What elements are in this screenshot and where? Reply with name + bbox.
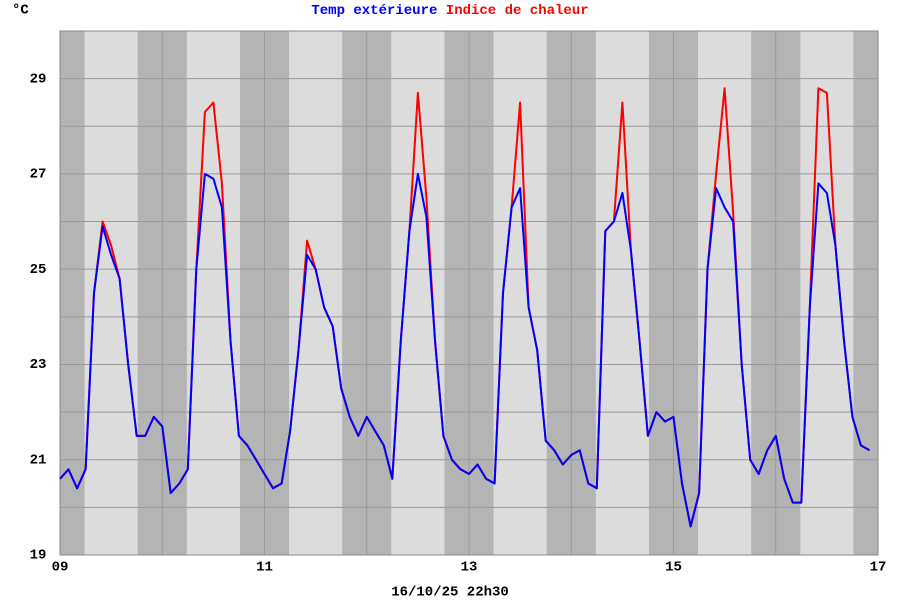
- y-tick-label: 25: [30, 262, 47, 278]
- series-line: [59, 172, 870, 528]
- footer: 16/10/25 22h30: [391, 585, 509, 600]
- y-tick-label: 23: [30, 357, 47, 373]
- y-tick-label: 29: [30, 71, 47, 87]
- x-tick-label: 11: [256, 560, 273, 576]
- y-tick-label: 27: [30, 167, 47, 183]
- x-tick-label: 13: [461, 560, 478, 576]
- x-tick-label: 09: [52, 560, 69, 576]
- y-tick-label: 19: [30, 548, 47, 564]
- x-tick-label: 17: [870, 560, 887, 576]
- y-axis-unit: °C: [12, 3, 29, 19]
- night-band: [60, 31, 85, 555]
- legend: Temp extérieure Indice de chaleur: [311, 3, 588, 19]
- y-tick-label: 21: [30, 452, 47, 468]
- x-tick-label: 15: [665, 560, 682, 576]
- legend-entry: Temp extérieure: [311, 3, 437, 19]
- plot-frame: [59, 30, 879, 556]
- night-band: [853, 31, 878, 555]
- legend-entry: Indice de chaleur: [446, 3, 589, 19]
